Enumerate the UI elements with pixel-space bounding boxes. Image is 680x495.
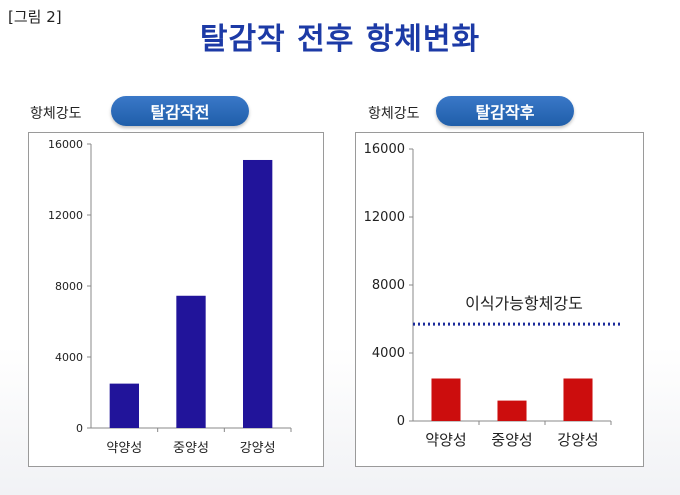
- left-chart: 0 4000 8000 12000 16000 약양성 중양성 강양성: [48, 138, 292, 456]
- right-chart-title-badge: 탈감작후: [436, 96, 574, 126]
- right-chart-bar: [497, 400, 527, 421]
- right-chart-y-tick-label: 4000: [372, 346, 405, 361]
- right-ylabel: 항체강도: [368, 106, 420, 122]
- right-chart-category-label: 중양성: [491, 431, 532, 449]
- left-chart-category-label: 약양성: [106, 441, 142, 456]
- left-ylabel: 항체강도: [30, 106, 82, 122]
- left-chart-y-tick-label: 8000: [55, 280, 83, 293]
- left-chart-bar: [109, 383, 139, 428]
- page-title: 탈감작 전후 항체변화: [199, 22, 481, 57]
- right-chart-bar: [431, 378, 461, 421]
- right-chart-y-tick-label: 16000: [364, 142, 405, 157]
- left-chart-bar: [176, 295, 206, 428]
- right-chart-threshold-label: 이식가능항체강도: [465, 294, 583, 313]
- left-chart-category-label: 중양성: [173, 441, 209, 456]
- right-chart-category-label: 약양성: [425, 431, 466, 449]
- left-chart-y-tick-label: 0: [76, 422, 83, 435]
- right-chart-y-tick-label: 12000: [364, 210, 405, 225]
- left-chart-panel: 0 4000 8000 12000 16000 약양성 중양성 강양성: [28, 132, 324, 467]
- left-chart-bar: [243, 159, 273, 428]
- left-chart-y-tick-label: 4000: [55, 351, 83, 364]
- figure-label: [그림 2]: [8, 8, 62, 26]
- left-chart-title-badge: 탈감작전: [111, 96, 249, 126]
- left-chart-y-tick-label: 16000: [48, 138, 83, 151]
- right-chart-y-tick-label: 0: [397, 414, 405, 429]
- right-chart: 0 4000 8000 12000 16000 약양성 중양성 강양성 이식가능항체강도: [364, 142, 621, 449]
- right-chart-category-label: 강양성: [557, 431, 598, 449]
- right-chart-bar: [563, 378, 593, 421]
- right-chart-y-tick-label: 8000: [372, 278, 405, 293]
- left-chart-y-tick-label: 12000: [48, 209, 83, 222]
- left-chart-category-label: 강양성: [240, 441, 276, 456]
- right-chart-panel: 0 4000 8000 12000 16000 약양성 중양성 강양성 이식가능항체강도: [355, 132, 644, 467]
